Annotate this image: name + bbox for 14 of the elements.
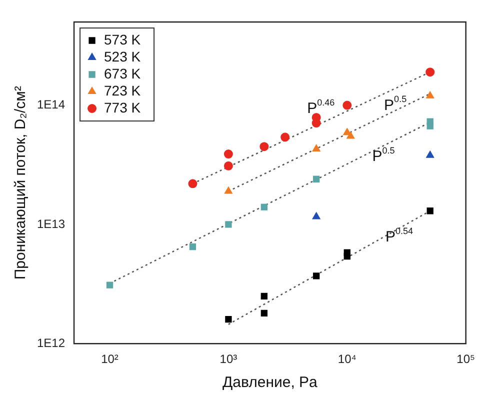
legend-label: 523 K xyxy=(104,48,142,64)
x-axis-title: Давление, Pa xyxy=(222,374,318,392)
legend-label: 773 K xyxy=(104,99,142,116)
y-axis-title: Проникающий поток, D₂/см² xyxy=(12,86,30,280)
x-tick-label: 10³ xyxy=(220,352,238,366)
legend-label: 573 K xyxy=(104,31,142,48)
legend-label: 723 K xyxy=(104,82,142,98)
x-tick-label: 10⁵ xyxy=(456,352,476,366)
x-tick-label: 10⁴ xyxy=(338,352,356,366)
x-tick-label: 10² xyxy=(101,352,118,366)
legend-label: 673 K xyxy=(104,65,142,82)
y-tick-label: 1E12 xyxy=(36,336,66,350)
y-tick-label: 1E13 xyxy=(36,216,66,231)
y-tick-label: 1E14 xyxy=(36,98,66,112)
